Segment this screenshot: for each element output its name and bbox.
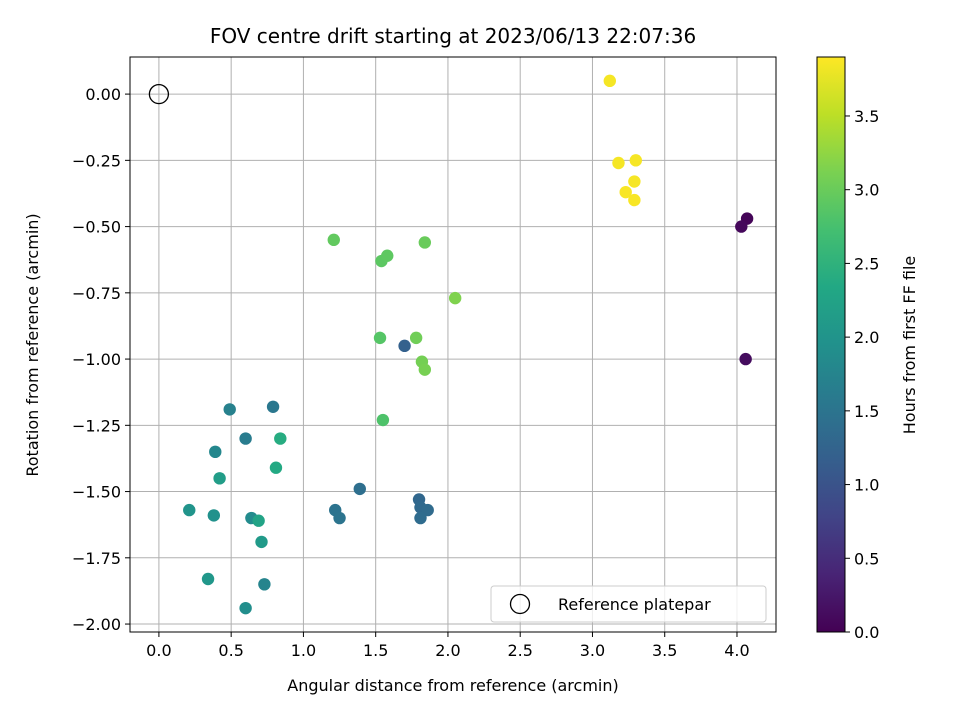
colorbar: 0.0 0.5 1.0 1.5 2.0 2.5 3.0 3.5 Hours from firs… [816,56,919,642]
plot-area-frame [129,56,777,633]
data-point [183,503,196,517]
y-tick-label: −2.00 [72,615,121,634]
x-axis-ticks: 0.0 0.5 1.0 1.5 2.0 2.5 3.0 3.5 4.0 [146,632,750,660]
data-point [376,413,390,427]
y-tick-label: −0.25 [72,151,121,170]
colorbar-tick-label: 1.5 [854,402,879,421]
x-tick-label: 1.5 [363,641,388,660]
colorbar-tick-label: 2.5 [854,254,879,273]
data-point [213,472,226,485]
data-point [269,461,283,474]
y-axis-label: Rotation from reference (arcmin) [23,213,42,476]
colorbar-tick-label: 2.0 [854,328,879,347]
legend-marker-reference [509,593,531,615]
data-point [266,400,280,413]
colorbar-tick-label: 0.0 [854,623,879,642]
colorbar-label: Hours from first FF file [900,256,919,435]
x-tick-label: 0.5 [218,641,243,660]
legend-box [490,585,767,623]
data-point [274,432,287,445]
colorbar-tick-label: 0.5 [854,549,879,568]
x-tick-label: 3.5 [652,641,677,660]
data-point [448,291,462,305]
data-point [239,432,252,445]
data-point [255,535,268,549]
data-point [333,511,346,525]
data-point [628,175,641,188]
x-tick-label: 2.0 [435,641,460,660]
y-tick-label: −1.25 [72,416,121,435]
data-point [258,578,271,591]
x-axis-label: Angular distance from reference (arcmin) [287,676,618,695]
data-point [739,352,752,366]
colorbar-tick-label: 3.5 [854,107,879,126]
colorbar-gradient [816,56,846,633]
y-tick-label: −0.75 [72,284,121,303]
legend-label-reference: Reference platepar [558,595,711,614]
y-tick-label: −1.00 [72,350,121,369]
y-tick-label: −1.50 [72,483,121,502]
y-tick-label: −0.50 [72,218,121,237]
data-point [619,185,632,199]
x-tick-label: 0.0 [146,641,171,660]
data-point [223,403,236,416]
y-tick-label: 0.00 [85,85,121,104]
y-tick-label: −1.75 [72,549,121,568]
x-tick-label: 2.5 [507,641,532,660]
legend: Reference platepar [490,585,767,623]
x-tick-label: 3.0 [580,641,605,660]
data-point [207,509,221,522]
data-point [414,511,427,525]
reference-platepar-marker [148,83,170,105]
chart-title: FOV centre drift starting at 2023/06/13 … [210,24,696,48]
data-point [209,445,222,459]
data-point [381,249,394,262]
data-point [421,503,434,517]
x-tick-label: 1.0 [291,641,316,660]
data-point [409,331,423,345]
data-point [239,601,252,615]
data-point [628,193,641,207]
data-point [612,156,625,170]
data-point [252,514,265,527]
data-point [418,363,432,376]
data-point [353,482,366,496]
data-point [735,220,748,233]
y-axis-ticks: 0.00 −0.25 −0.50 −0.75 −1.00 −1.25 −1.50 −1.75 −… [72,85,130,634]
data-point [201,572,215,586]
data-point [398,339,411,353]
colorbar-tick-label: 1.0 [854,476,879,495]
colorbar-ticks: 0.0 0.5 1.0 1.5 2.0 2.5 3.0 3.5 [845,107,879,642]
data-points [148,74,754,615]
data-point [603,74,617,88]
data-point [327,233,340,247]
x-tick-label: 4.0 [724,641,749,660]
data-point [373,331,387,345]
grid-lines [130,57,776,632]
colorbar-tick-label: 3.0 [854,181,879,200]
data-point [418,236,432,249]
data-point [629,154,643,167]
